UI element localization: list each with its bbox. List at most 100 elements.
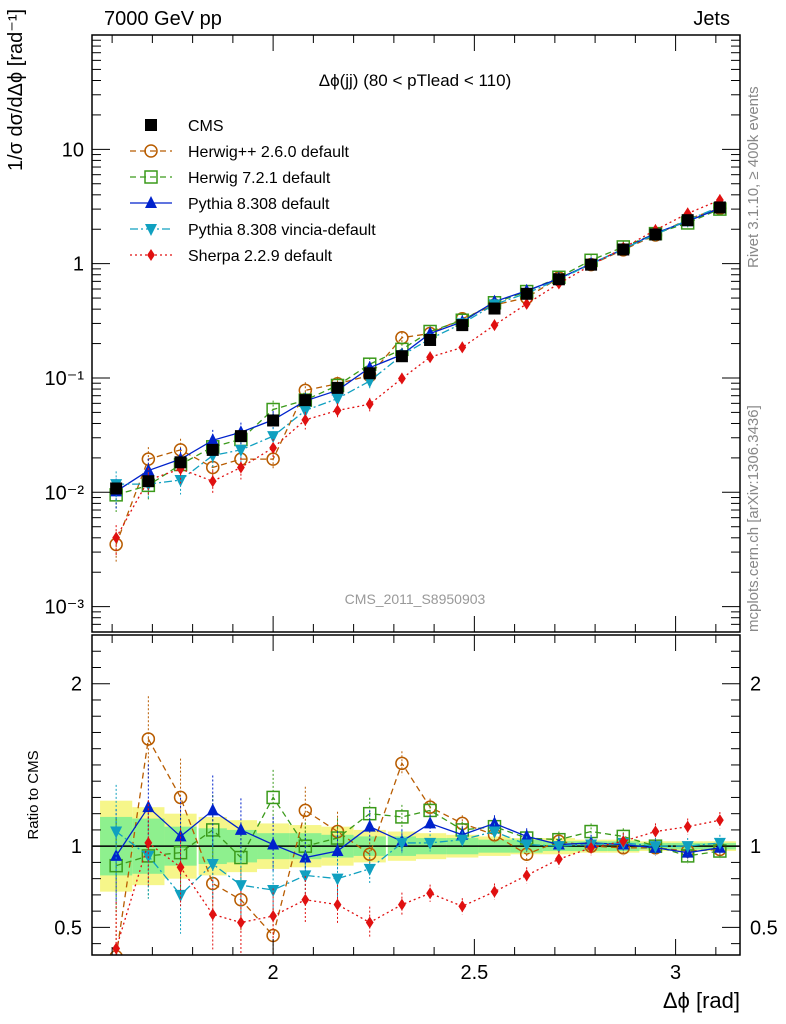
ratio-point: [110, 826, 123, 839]
ratio-point: [176, 861, 185, 874]
legend-label: Pythia 8.308 vincia-default: [188, 222, 376, 239]
y-tick-label: 10⁻²: [45, 482, 85, 504]
legend-label: Herwig 7.2.1 default: [188, 170, 331, 187]
x-axis-label: Δϕ [rad]: [663, 988, 740, 1013]
ratio-point: [267, 885, 280, 898]
data-point: [490, 319, 499, 332]
data-point: [585, 258, 598, 271]
data-point: [206, 443, 219, 456]
ratio-point: [365, 916, 374, 929]
x-tick-label: 2: [268, 962, 279, 984]
ratio-point: [456, 834, 469, 847]
ratio-point: [331, 844, 344, 857]
data-point: [456, 319, 469, 332]
ratio-point: [237, 916, 245, 929]
ratio-point: [681, 841, 694, 854]
ratio-point: [395, 810, 409, 824]
data-point: [206, 433, 219, 446]
series-pythia-8-308-vincia-default: [110, 201, 726, 502]
ratio-y-tick-label: 2: [71, 674, 82, 696]
ratio-point: [208, 908, 217, 921]
data-point: [269, 441, 278, 454]
ratio-point: [266, 790, 280, 805]
ratio-y-tick-label-right: 1: [750, 836, 761, 858]
ratio-line: [115, 830, 720, 896]
ratio-point: [426, 887, 434, 900]
y-axis-label: 1/σ dσ/dΔϕ [rad⁻¹]: [5, 9, 27, 171]
header-left: 7000 GeV pp: [104, 8, 222, 30]
ratio-point: [234, 822, 247, 835]
ratio-point: [458, 900, 467, 913]
data-point: [208, 475, 217, 488]
ratio-line: [115, 819, 721, 949]
ratio-point: [713, 837, 726, 850]
ratio-y-tick-label-right: 2: [750, 674, 761, 696]
data-point: [234, 430, 247, 443]
data-point: [552, 273, 565, 286]
data-point: [234, 444, 247, 457]
legend-label: Pythia 8.308 default: [188, 196, 330, 213]
legend-label: Herwig++ 2.6.0 default: [188, 144, 350, 161]
legend-marker: [144, 144, 158, 158]
data-point: [267, 431, 280, 444]
x-tick-label: 2.5: [460, 962, 488, 984]
data-point: [365, 398, 374, 411]
data-point: [395, 350, 408, 363]
data-point: [331, 381, 344, 394]
ratio-point: [363, 863, 376, 876]
ratio-plot-area: [92, 696, 740, 955]
ratio-point: [649, 841, 662, 854]
ratio-point: [520, 839, 533, 852]
ratio-point: [333, 898, 342, 911]
plot-title: Δϕ(jj) (80 < pTlead < 110): [319, 71, 512, 90]
data-point: [174, 475, 187, 488]
ratio-point: [552, 841, 565, 854]
ratio-point: [144, 836, 153, 849]
ratio-point: [490, 885, 499, 898]
data-point: [488, 302, 501, 315]
ratio-point: [301, 893, 310, 906]
data-point: [174, 456, 187, 469]
ratio-point: [619, 835, 628, 848]
ratio-point: [362, 847, 377, 862]
data-point: [237, 461, 245, 474]
watermark: CMS_2011_S8950903: [345, 591, 486, 607]
ratio-point: [520, 829, 533, 842]
ratio-point: [398, 898, 406, 911]
y-tick-label: 10: [62, 139, 84, 161]
header-right: Jets: [693, 8, 730, 30]
ratio-y-tick-label: 1: [71, 836, 82, 858]
data-point: [520, 287, 533, 300]
ratio-frame: [91, 634, 741, 956]
data-point: [426, 351, 434, 364]
ratio-point: [488, 826, 501, 839]
ratio-point: [715, 814, 724, 827]
ratio-point: [234, 880, 247, 893]
ratio-y-tick-label: 0.5: [54, 917, 82, 939]
ratio-point: [395, 837, 408, 850]
data-point: [267, 414, 280, 427]
legend: CMS Herwig++ 2.6.0 default Herwig 7.2.1 de…: [130, 118, 376, 265]
data-point: [110, 482, 123, 495]
ratio-point: [424, 816, 437, 829]
ratio-point: [488, 816, 501, 829]
ratio-point: [174, 889, 187, 902]
data-point: [142, 475, 155, 488]
data-point: [299, 405, 312, 418]
ratio-point: [587, 841, 595, 854]
ratio-point: [395, 756, 409, 771]
ratio-point: [363, 819, 376, 832]
data-point: [112, 531, 121, 544]
ratio-point: [424, 837, 437, 850]
ratio-point: [174, 829, 187, 842]
data-point: [363, 367, 376, 380]
legend-marker: [144, 170, 158, 184]
data-point: [681, 214, 694, 227]
y-tick-label: 10⁻¹: [45, 368, 85, 390]
legend-label: CMS: [188, 118, 224, 135]
y-tick-label: 10⁻³: [45, 597, 85, 619]
ratio-point: [206, 859, 219, 872]
data-point: [458, 341, 467, 354]
ratio-y-axis-label: Ratio to CMS: [25, 750, 42, 839]
